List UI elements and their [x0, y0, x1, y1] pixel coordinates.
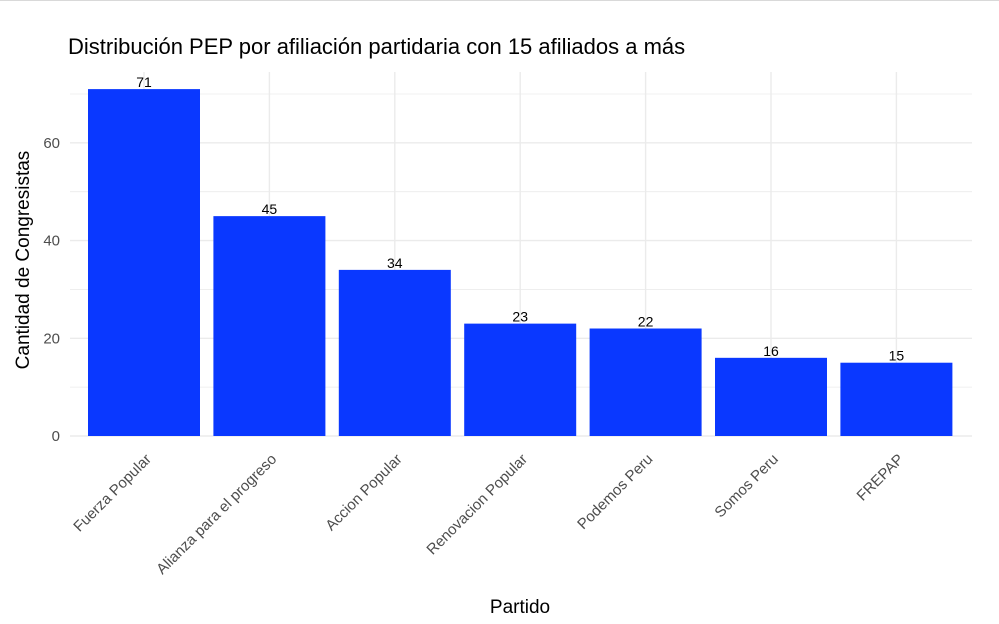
top-border	[0, 0, 999, 1]
bar	[338, 269, 451, 436]
bar	[840, 362, 953, 436]
y-tick-label: 0	[52, 428, 60, 445]
bar	[213, 216, 326, 436]
x-tick-label: Renovacion Popular	[423, 451, 531, 559]
bar-value-label: 16	[763, 343, 779, 359]
bar-value-label: 22	[638, 314, 654, 330]
x-tick-label: Podemos Peru	[574, 451, 656, 533]
x-tick-label: Accion Popular	[322, 451, 405, 534]
bar-value-label: 15	[889, 348, 905, 364]
y-tick-label: 20	[43, 330, 60, 347]
bar	[464, 323, 577, 436]
y-tick-label: 40	[43, 233, 60, 250]
y-tick-label: 60	[43, 135, 60, 152]
x-tick-label: Fuerza Popular	[70, 451, 155, 536]
bar-value-label: 23	[512, 309, 528, 325]
bar	[88, 89, 200, 436]
bar-value-label: 71	[136, 74, 152, 90]
bar-value-label: 34	[387, 255, 403, 271]
x-axis-title: Partido	[489, 597, 551, 618]
x-tick-label: Alianza para el progreso	[153, 451, 280, 578]
bar-value-label: 45	[262, 201, 278, 217]
bar	[715, 357, 827, 436]
x-tick-label: Somos Peru	[711, 451, 781, 521]
bar	[589, 328, 702, 436]
chart-title: Distribución PEP por afiliación partidar…	[68, 34, 686, 59]
x-tick-label: FREPAP	[854, 451, 908, 505]
